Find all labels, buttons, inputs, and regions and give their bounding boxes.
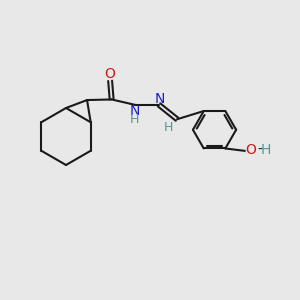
Text: O: O: [105, 67, 116, 81]
Text: N: N: [130, 104, 140, 118]
Text: -: -: [257, 143, 262, 157]
Text: H: H: [261, 143, 271, 157]
Text: H: H: [164, 121, 173, 134]
Text: O: O: [245, 143, 256, 157]
Text: N: N: [155, 92, 165, 106]
Text: H: H: [130, 113, 139, 126]
